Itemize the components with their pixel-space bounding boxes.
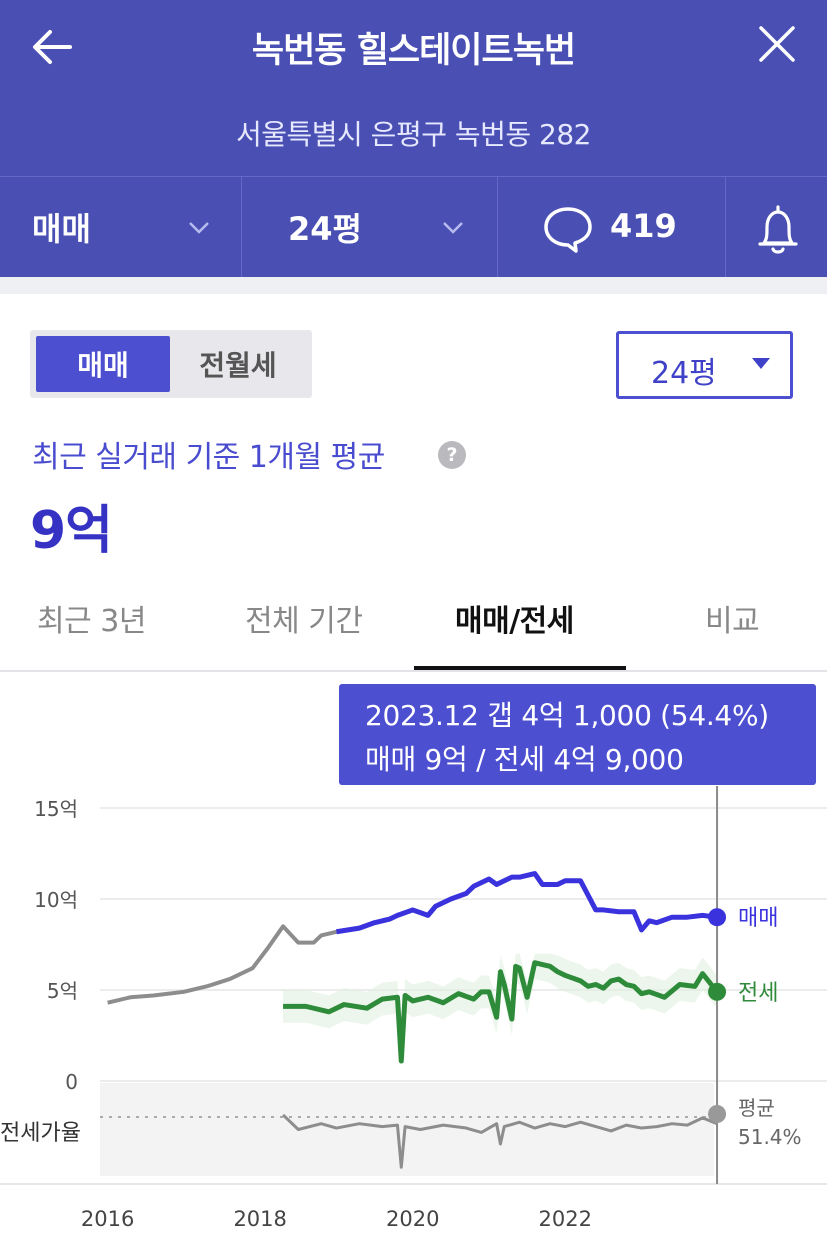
active-tab-indicator — [414, 666, 626, 670]
x-tick-label: 2018 — [233, 1207, 286, 1231]
tab-sale-jeonse[interactable]: 매매/전세 — [455, 604, 574, 639]
comments-button[interactable]: 419 — [498, 177, 726, 277]
ratio-average-label: 평균 — [738, 1096, 775, 1120]
y-tick-label: 15억 — [34, 797, 78, 821]
trade-segment-control: 매매 전월세 — [30, 330, 312, 398]
jeonse-price-line — [283, 960, 720, 1064]
sale-price-line — [336, 871, 718, 935]
app-header: 녹번동 힐스테이트녹번 서울특별시 은평구 녹번동 282 매매 24평 419 — [0, 0, 827, 277]
y-tick-label: 5억 — [47, 979, 78, 1003]
tab-recent-3y[interactable]: 최근 3년 — [37, 604, 146, 639]
notification-button[interactable] — [726, 177, 827, 277]
segment-sale[interactable]: 매매 — [36, 336, 170, 392]
x-tick-label: 2020 — [386, 1207, 439, 1231]
caret-down-icon — [752, 358, 770, 369]
chevron-down-icon — [443, 222, 463, 234]
filter-bar: 매매 24평 419 — [0, 176, 827, 277]
ratio-band-bg — [100, 1083, 714, 1176]
ratio-average-value: 51.4% — [738, 1125, 802, 1149]
jeonse-point — [708, 982, 727, 1001]
ratio-point — [708, 1105, 727, 1123]
size-dropdown[interactable]: 24평 — [616, 331, 793, 399]
y-tick-label: 10억 — [34, 888, 78, 912]
size-selector[interactable]: 24평 — [242, 177, 498, 277]
average-price-value: 9억 — [30, 501, 113, 561]
page-title: 녹번동 힐스테이트녹번 — [251, 31, 576, 71]
segment-jeonse-rent[interactable]: 전월세 — [199, 349, 277, 382]
comment-count: 419 — [610, 207, 677, 245]
period-tabs: 최근 3년 전체 기간 매매/전세 비교 — [0, 580, 827, 672]
tab-compare[interactable]: 비교 — [705, 604, 760, 639]
size-label: 24평 — [288, 210, 362, 248]
y-tick-label: 0 — [65, 1070, 78, 1094]
back-arrow-icon[interactable] — [30, 24, 76, 70]
help-icon[interactable]: ? — [438, 441, 466, 469]
tooltip-gap-line: 2023.12 갭 4억 1,000 (54.4%) — [365, 699, 769, 732]
tooltip-price-line: 매매 9억 / 전세 4억 9,000 — [365, 743, 684, 776]
legend-jeonse: 전세 — [738, 981, 778, 1006]
speech-bubble-icon — [544, 207, 592, 253]
size-dropdown-value: 24평 — [651, 356, 717, 391]
jeonse-range-band — [283, 953, 718, 1045]
legend-sale: 매매 — [738, 906, 778, 931]
sale-point — [708, 908, 727, 927]
chart-tooltip: 2023.12 갭 4억 1,000 (54.4%) 매매 9억 / 전세 4억… — [339, 684, 816, 785]
average-price-label: 최근 실거래 기준 1개월 평균 — [32, 440, 385, 475]
jeonse-ratio-line — [282, 1113, 718, 1169]
x-tick-label: 2022 — [539, 1207, 592, 1231]
trade-type-label: 매매 — [32, 210, 91, 248]
tab-all-period[interactable]: 전체 기간 — [245, 604, 363, 639]
address-text: 서울특별시 은평구 녹번동 282 — [235, 118, 592, 151]
trade-type-selector[interactable]: 매매 — [0, 177, 242, 277]
chevron-down-icon — [189, 222, 209, 234]
x-tick-label: 2016 — [81, 1207, 134, 1231]
ratio-band-label: 전세가율 — [0, 1121, 81, 1146]
sale-history-line — [107, 924, 360, 1005]
close-icon[interactable] — [757, 24, 797, 64]
bell-icon — [758, 205, 798, 254]
section-divider — [0, 277, 827, 294]
